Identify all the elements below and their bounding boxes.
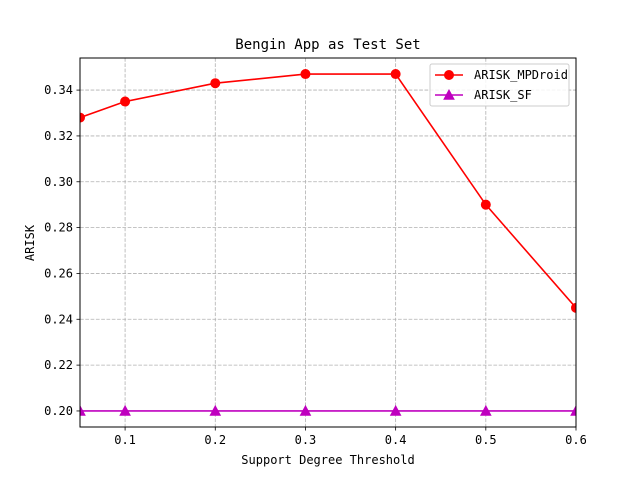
data-point [571, 302, 576, 313]
ticks: 0.1 0.2 0.3 0.4 0.5 0.6 0.20 0.22 0.24 0.26 0.28 0.… [44, 83, 587, 447]
legend-label: ARISK_SF [474, 88, 532, 102]
x-tick-label: 0.5 [475, 433, 497, 447]
legend-marker [444, 70, 454, 80]
data-point [80, 112, 85, 123]
x-axis-title: Support Degree Threshold [241, 453, 414, 467]
data-point [210, 78, 221, 89]
series-arisk-sf [80, 404, 576, 416]
legend-marker [443, 88, 455, 100]
y-tick-label: 0.20 [44, 404, 73, 418]
y-tick-label: 0.24 [44, 312, 73, 326]
series-layer [80, 69, 576, 416]
x-tick-label: 0.3 [295, 433, 317, 447]
data-point [120, 96, 131, 107]
legend: ARISK_MPDroid ARISK_SF [429, 63, 570, 107]
data-point [389, 404, 402, 416]
plot-area [80, 58, 576, 427]
data-point [390, 69, 401, 80]
x-tick-label: 0.1 [114, 433, 136, 447]
y-axis-title: ARISK [23, 224, 37, 261]
y-tick-label: 0.26 [44, 266, 73, 280]
grid [80, 58, 577, 427]
x-tick-label: 0.4 [385, 433, 407, 447]
legend-label: ARISK_MPDroid [474, 68, 568, 82]
y-tick-label: 0.34 [44, 83, 73, 97]
data-point [80, 404, 86, 416]
y-tick-label: 0.30 [44, 175, 73, 189]
data-point [570, 404, 576, 416]
x-tick-label: 0.6 [565, 433, 587, 447]
data-point [119, 404, 131, 416]
y-tick-label: 0.22 [44, 358, 73, 372]
data-point [300, 69, 311, 80]
chart-title: Bengin App as Test Set [235, 37, 420, 53]
data-point [209, 404, 222, 416]
series-arisk-mpdroid [80, 69, 576, 313]
y-tick-label: 0.32 [44, 129, 73, 143]
legend-box [429, 63, 570, 107]
data-point [299, 404, 312, 416]
x-tick-label: 0.2 [204, 433, 226, 447]
axes-frame [79, 57, 577, 428]
data-point [480, 199, 491, 210]
data-point [479, 404, 492, 416]
y-tick-label: 0.28 [44, 221, 73, 235]
